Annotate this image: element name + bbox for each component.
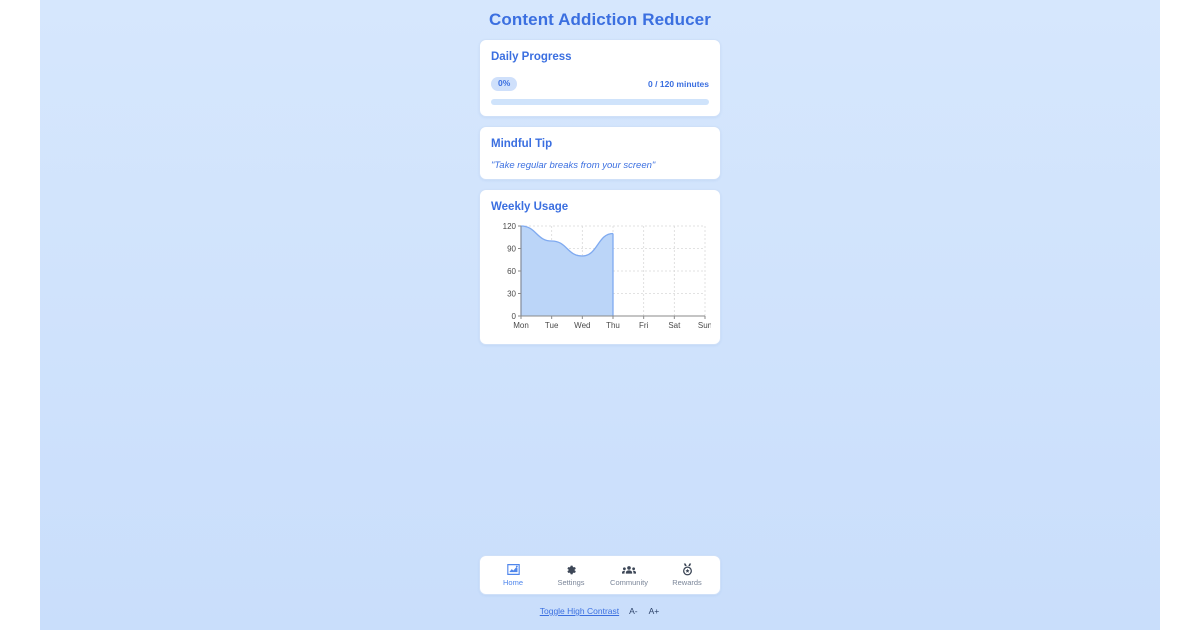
nav-item-home[interactable]: Home (486, 563, 541, 587)
progress-bar-track (491, 99, 709, 105)
nav-item-rewards[interactable]: Rewards (660, 563, 715, 587)
svg-text:Sun: Sun (698, 321, 711, 330)
font-decrease-button[interactable]: A- (629, 606, 638, 616)
toggle-high-contrast-link[interactable]: Toggle High Contrast (539, 606, 620, 616)
nav-label-community: Community (610, 578, 648, 587)
svg-text:Fri: Fri (639, 321, 649, 330)
svg-text:Tue: Tue (545, 321, 559, 330)
weekly-usage-svg: 0 30 60 90 120 Mon Tue Wed Thu Fri Sat Sun (503, 222, 711, 330)
daily-progress-title: Daily Progress (491, 51, 572, 63)
weekly-usage-chart: 0 30 60 90 120 Mon Tue Wed Thu Fri Sat Sun (491, 220, 711, 338)
svg-text:Sat: Sat (668, 321, 681, 330)
nav-label-settings: Settings (557, 578, 585, 587)
app-root: Content Addiction Reducer Daily Progress… (40, 0, 1160, 630)
users-group-icon (622, 563, 636, 576)
page-title: Content Addiction Reducer (489, 10, 711, 29)
svg-text:30: 30 (507, 290, 516, 299)
nav-label-home: Home (502, 578, 523, 587)
daily-progress-row: 0% 0 / 120 minutes (491, 77, 709, 91)
nav-item-community[interactable]: Community (602, 563, 657, 587)
svg-text:Wed: Wed (574, 321, 590, 330)
medal-award-icon (682, 563, 693, 576)
weekly-usage-card: Weekly Usage 0 30 60 90 120 Mon Tue Wed Thu Fri Sa… (479, 189, 721, 345)
nav-label-rewards: Rewards (672, 578, 702, 587)
progress-percent-badge: 0% (491, 77, 518, 91)
svg-text:60: 60 (507, 267, 516, 276)
mindful-tip-card: Mindful Tip "Take regular breaks from yo… (479, 126, 721, 180)
footer-controls: Toggle High Contrast A- A+ (40, 606, 1160, 617)
font-increase-button[interactable]: A+ (648, 606, 660, 616)
nav-item-settings[interactable]: Settings (544, 563, 599, 587)
gear-icon (565, 563, 577, 576)
progress-count-label: 0 / 120 minutes (648, 79, 709, 89)
weekly-usage-title: Weekly Usage (491, 201, 569, 213)
svg-text:90: 90 (507, 245, 516, 254)
bottom-navigation: Home Settings Community Rewards (479, 555, 721, 595)
chart-analytics-icon (506, 563, 520, 576)
svg-text:Thu: Thu (606, 321, 620, 330)
svg-text:Mon: Mon (513, 321, 529, 330)
svg-text:120: 120 (503, 222, 517, 231)
daily-progress-card: Daily Progress 0% 0 / 120 minutes (479, 39, 721, 117)
mindful-tip-text: "Take regular breaks from your screen" (491, 160, 656, 171)
mindful-tip-title: Mindful Tip (491, 138, 553, 150)
svg-text:0: 0 (512, 312, 517, 321)
